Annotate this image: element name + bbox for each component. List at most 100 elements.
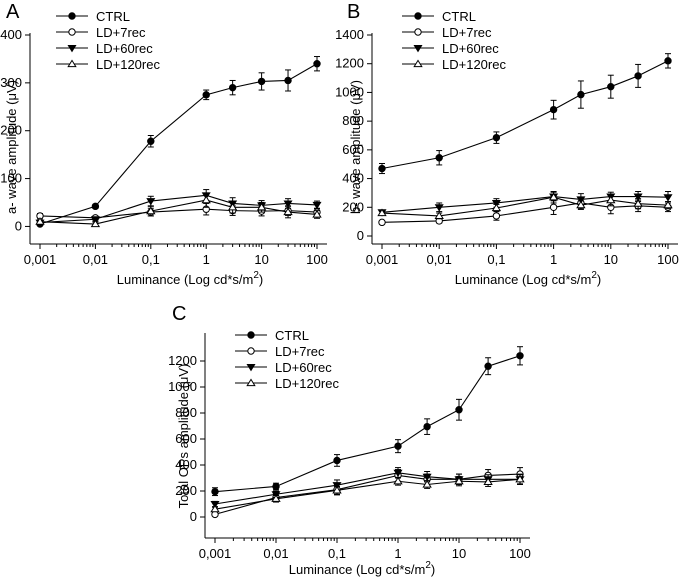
data-point	[454, 476, 464, 485]
x-tick-label-b: 100	[657, 252, 679, 267]
series-b-2	[378, 196, 672, 227]
y-tick-label-c: 1200	[168, 353, 197, 368]
data-point	[256, 202, 267, 211]
panel-letter-b: B	[347, 1, 360, 23]
legend-label-c: CTRL	[275, 328, 309, 343]
data-point	[423, 422, 431, 431]
x-tick-label-a: 0,01	[83, 252, 108, 267]
data-point	[35, 217, 45, 225]
data-point	[332, 482, 342, 490]
data-point	[548, 192, 559, 201]
legend-label-c: LD+7rec	[275, 344, 325, 359]
chart-panel-c: 0 200 400 600 800 1000 1200 0,001 0,01 0,1 1 10 100 C…	[168, 328, 531, 561]
data-point	[146, 198, 156, 206]
data-point	[271, 494, 281, 502]
series-line-b-2	[381, 202, 669, 223]
xlabel-a-main: Luminance (Log cd*s/m	[117, 272, 254, 287]
legend-marker-b	[414, 28, 422, 36]
y-tick-label-c: 200	[175, 483, 197, 498]
xlabel-a-sup: 2	[253, 270, 259, 281]
x-tick-label-c: 10	[452, 546, 466, 561]
series-line-c-2	[214, 473, 521, 515]
data-point	[312, 209, 322, 218]
data-point	[312, 201, 322, 210]
series-c-4	[210, 473, 525, 513]
y-tick-label-c: 0	[190, 509, 197, 524]
data-point	[91, 202, 100, 211]
data-point	[576, 200, 586, 209]
data-point	[333, 456, 341, 465]
legend-marker-c	[247, 347, 255, 355]
y-tick-label-b: 400	[342, 171, 364, 186]
series-b-4	[377, 190, 673, 220]
data-point	[422, 479, 432, 488]
y-tick-label-b: 200	[342, 199, 364, 214]
panel-letter-c: C	[172, 303, 186, 325]
data-point	[664, 57, 672, 65]
xlabel-b: Luminance (Log cd*s/m2)	[455, 270, 601, 287]
legend-marker-c	[246, 378, 256, 387]
legend-label-a: LD+7rec	[96, 25, 146, 40]
data-point	[549, 105, 558, 114]
legend-label-a: CTRL	[96, 9, 130, 24]
data-point	[393, 469, 403, 478]
series-line-b-1	[381, 60, 669, 170]
data-point	[378, 218, 386, 227]
x-tick-label-b: 0,1	[487, 252, 505, 267]
data-point	[434, 204, 444, 212]
legend-label-b: LD+7rec	[442, 25, 492, 40]
y-tick-label-b: 1200	[335, 56, 364, 71]
series-a-4	[35, 192, 322, 228]
legend-label-c: LD+120rec	[275, 376, 339, 391]
y-tick-label-b: 0	[357, 228, 364, 243]
x-tick-label-a: 100	[306, 252, 328, 267]
series-line-a-3	[39, 194, 318, 224]
y-tick-label-a: 300	[0, 75, 22, 90]
legend-label-b: LD+60rec	[442, 41, 499, 56]
data-point	[577, 90, 585, 99]
legend-marker-b	[414, 12, 422, 20]
series-line-a-1	[39, 63, 318, 225]
xlabel-b-main: Luminance (Log cd*s/m	[455, 272, 592, 287]
xlabel-c: Luminance (Log cd*s/m2)	[289, 560, 435, 577]
data-point	[283, 200, 293, 208]
y-tick-label-c: 1000	[168, 379, 197, 394]
series-line-a-4	[39, 199, 318, 225]
panel-letter-a: A	[6, 1, 20, 23]
x-tick-label-c: 1	[394, 546, 401, 561]
x-tick-label-c: 0,001	[199, 546, 232, 561]
y-tick-label-c: 600	[175, 431, 197, 446]
legend-label-a: LD+120rec	[96, 57, 160, 72]
series-line-c-1	[214, 355, 521, 493]
data-point	[272, 482, 280, 491]
series-line-b-4	[381, 196, 669, 217]
xlabel-a-end: )	[259, 272, 263, 287]
series-b-3	[377, 190, 673, 217]
data-point	[227, 202, 238, 211]
legend-label-b: LD+120rec	[442, 57, 506, 72]
data-point	[633, 199, 643, 207]
y-tick-label-a: 200	[0, 123, 22, 138]
data-point	[606, 195, 616, 204]
xlabel-b-sup: 2	[591, 270, 597, 281]
data-point	[202, 91, 210, 99]
x-tick-label-b: 0,01	[427, 252, 452, 267]
legend-label-a: LD+60rec	[96, 41, 153, 56]
y-tick-label-b: 600	[342, 142, 364, 157]
data-point	[515, 474, 525, 483]
legend-label-b: CTRL	[442, 9, 476, 24]
x-tick-label-b: 1	[550, 252, 557, 267]
xlabel-b-end: )	[597, 272, 601, 287]
data-point	[378, 164, 386, 173]
data-point	[210, 500, 220, 509]
data-point	[313, 60, 321, 68]
y-tick-label-a: 400	[0, 27, 22, 42]
series-c-1	[211, 346, 524, 497]
data-point	[210, 504, 220, 513]
data-point	[483, 477, 493, 485]
y-tick-label-b: 800	[342, 113, 364, 128]
ylabel-b: b- wave amplitude (μV)	[348, 80, 363, 214]
data-point	[663, 194, 673, 202]
